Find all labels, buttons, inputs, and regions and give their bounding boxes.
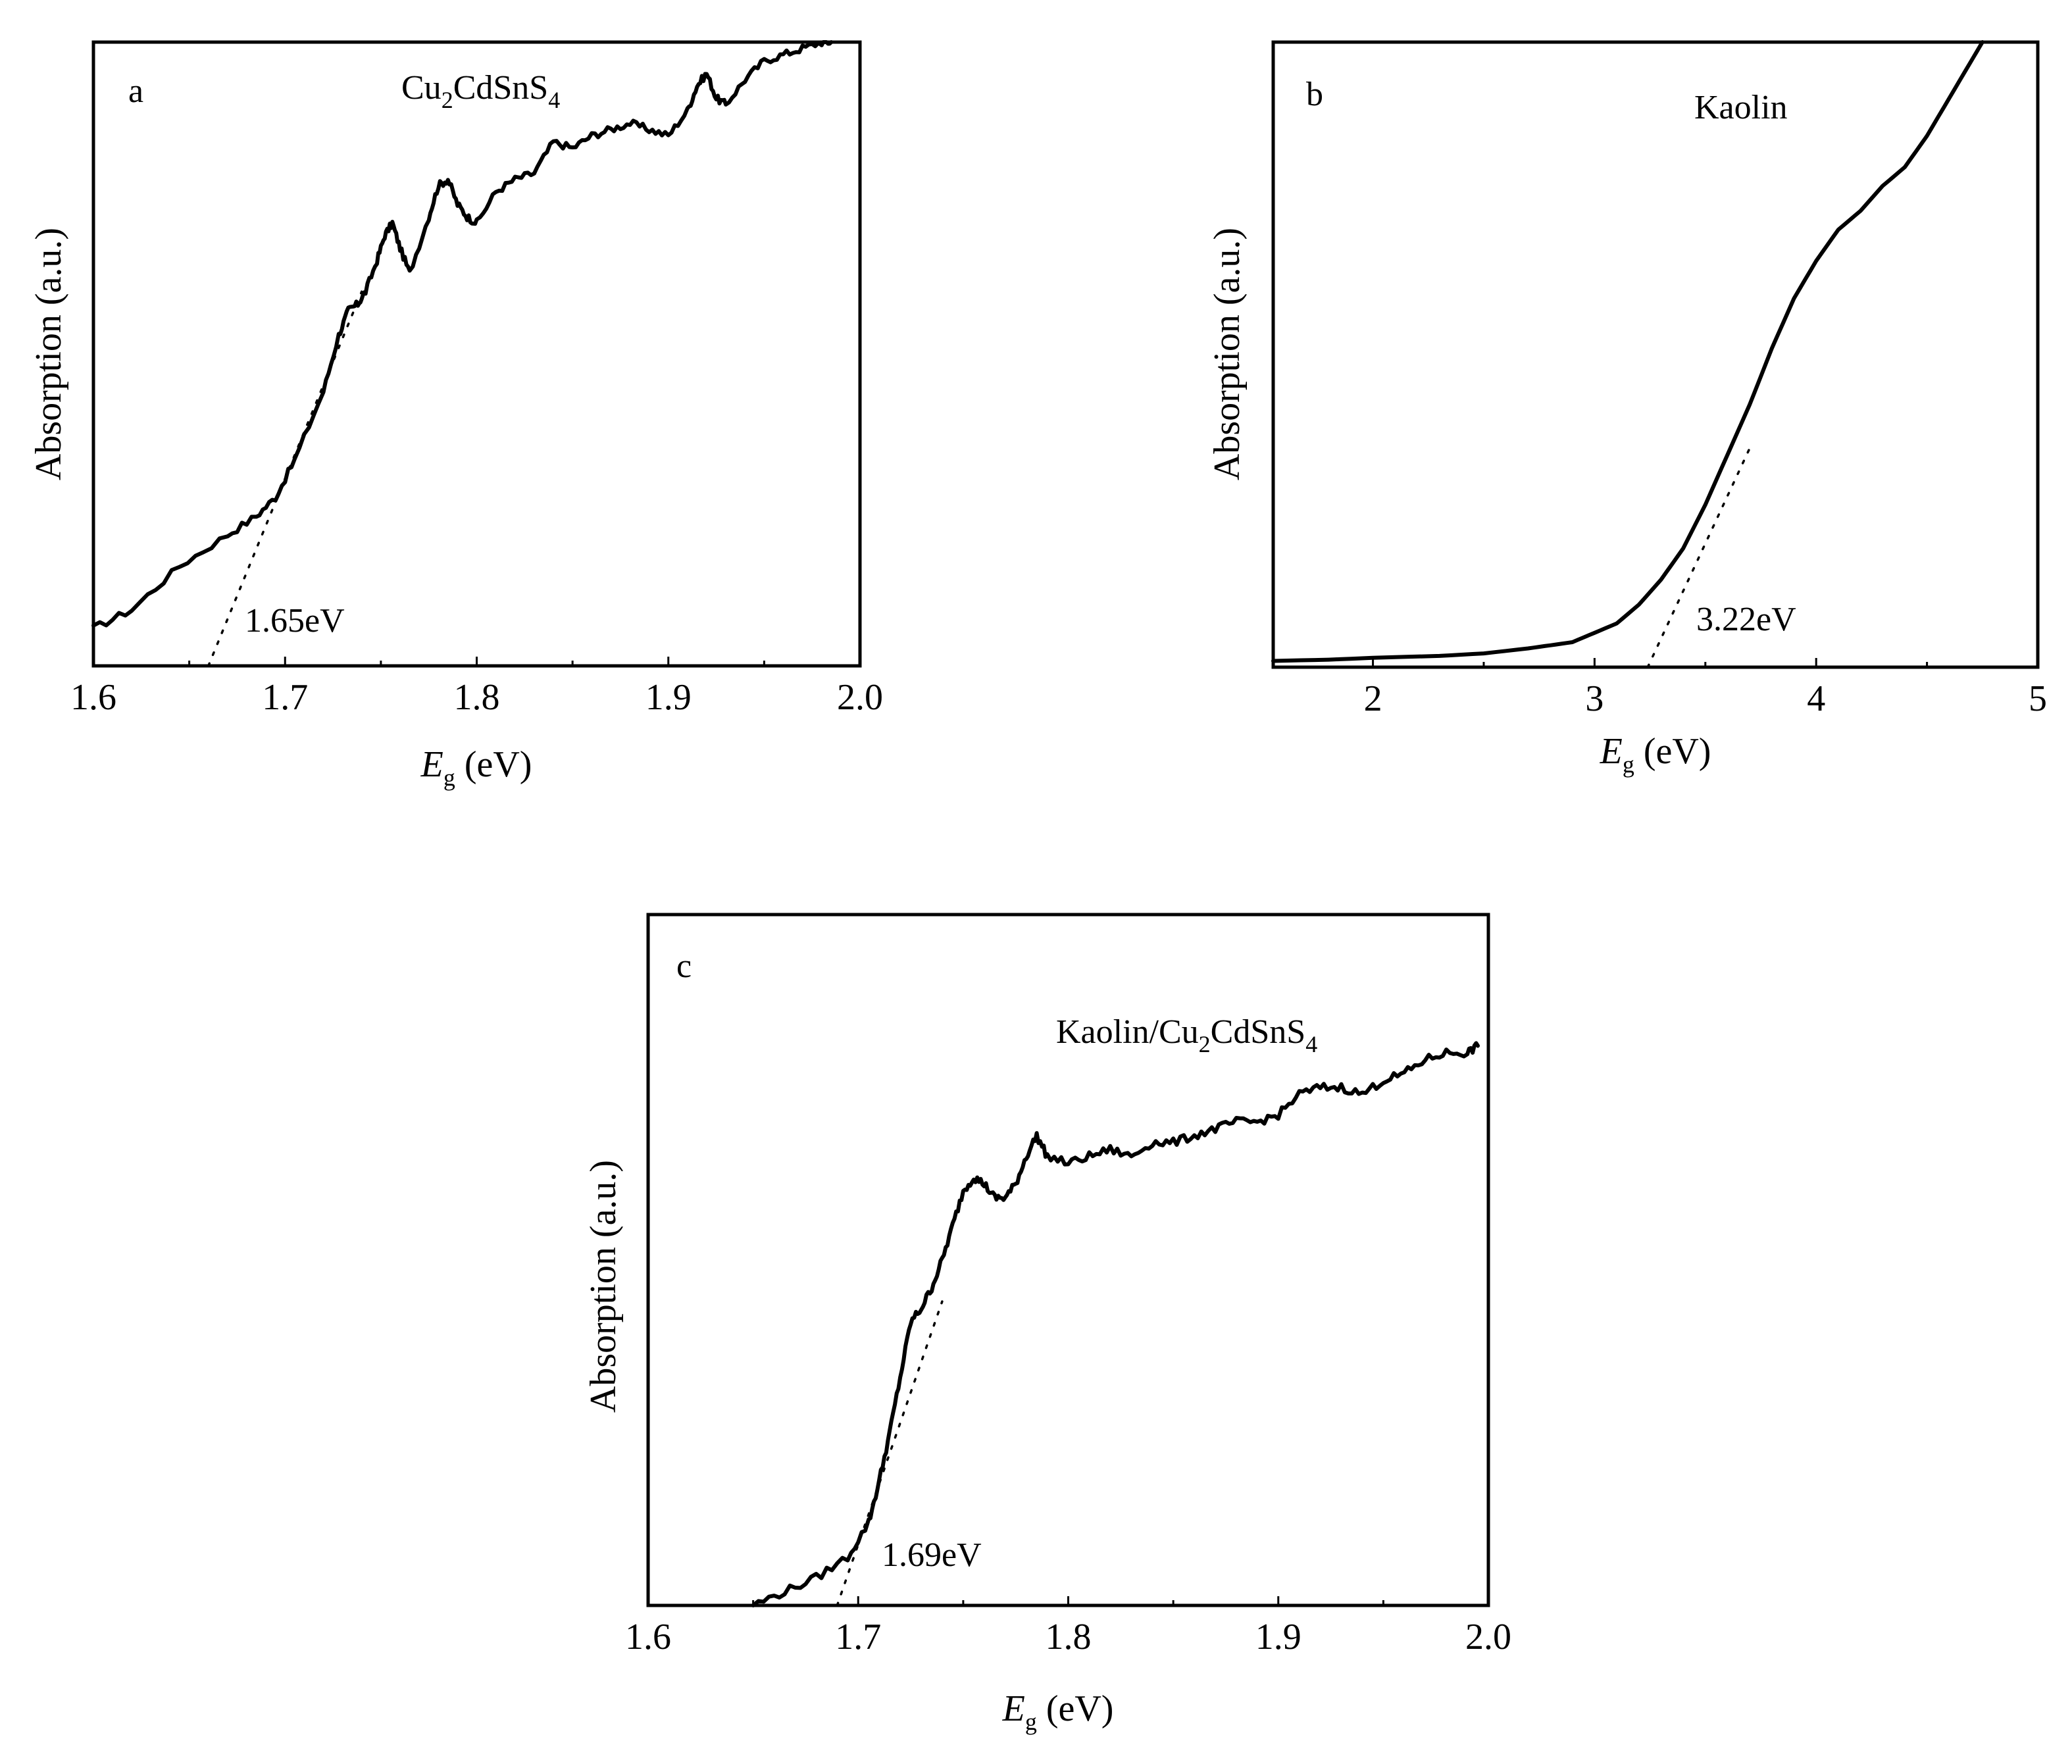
panel-label-a: a [128, 72, 143, 110]
x-tick-label-a-3: 1.9 [645, 677, 692, 718]
x-ticks-c: 1.6 1.7 1.8 1.9 2.0 [625, 1596, 1511, 1657]
y-axis-label-b: Absorption (a.u.) [1207, 228, 1248, 480]
bandgap-annotation-a: 1.65eV [245, 602, 345, 640]
x-axis-label-a: Eg (eV) [420, 744, 532, 791]
plot-frame-a [91, 40, 862, 668]
panel-label-b: b [1306, 76, 1323, 113]
panel-label-c: c [676, 947, 692, 985]
y-axis-label-c: Absorption (a.u.) [583, 1160, 624, 1413]
sample-label-c: Kaolin/Cu2CdSnS4 [1056, 1013, 1317, 1057]
x-tick-label-a-2: 1.8 [454, 677, 500, 718]
x-tick-label-c-1: 1.7 [835, 1617, 881, 1657]
sample-label-b: Kaolin [1694, 89, 1788, 126]
x-tick-label-c-0: 1.6 [625, 1617, 671, 1657]
x-axis-label-b: Eg (eV) [1600, 731, 1711, 778]
x-tick-label-a-4: 2.0 [837, 677, 883, 718]
curve-group-b [1271, 40, 1984, 668]
sample-label-a: Cu2CdSnS4 [401, 69, 560, 113]
x-tick-label-c-2: 1.8 [1046, 1617, 1092, 1657]
y-axis-label-a: Absorption (a.u.) [28, 228, 69, 480]
absorption-curve-a [91, 40, 834, 628]
bandgap-annotation-b: 3.22eV [1696, 601, 1796, 638]
panel-a: 1.6 1.7 1.8 1.9 2.0 a Cu2CdSnS4 1.65eV Absor… [28, 40, 883, 791]
x-tick-label-a-0: 1.6 [70, 677, 116, 718]
panel-b: 2 3 4 5 b Kaolin 3.22eV Absorption (a.u.) E… [1207, 40, 2047, 778]
absorption-curve-c [751, 1041, 1480, 1607]
x-tick-label-c-4: 2.0 [1465, 1617, 1511, 1657]
x-tick-label-a-1: 1.7 [262, 677, 308, 718]
bandgap-annotation-c: 1.69eV [882, 1536, 982, 1574]
x-axis-label-c: Eg (eV) [1002, 1688, 1114, 1735]
curve-group-c [751, 1041, 1480, 1607]
x-tick-label-b-2: 4 [1807, 678, 1825, 719]
absorption-curve-b [1271, 40, 1984, 663]
curve-group-a [91, 40, 834, 667]
x-tick-label-b-3: 5 [2029, 678, 2047, 719]
panel-c: 1.6 1.7 1.8 1.9 2.0 c Kaolin/Cu2CdSnS4 1.69e… [583, 913, 1511, 1735]
x-tick-label-b-1: 3 [1585, 678, 1604, 719]
plot-frame-b [1271, 40, 2040, 669]
x-tick-label-b-0: 2 [1364, 678, 1382, 719]
x-ticks-b: 2 3 4 5 [1364, 658, 2047, 719]
tangent-line-b [1646, 447, 1751, 668]
x-tick-label-c-3: 1.9 [1255, 1617, 1301, 1657]
x-ticks-a: 1.6 1.7 1.8 1.9 2.0 [70, 657, 883, 718]
